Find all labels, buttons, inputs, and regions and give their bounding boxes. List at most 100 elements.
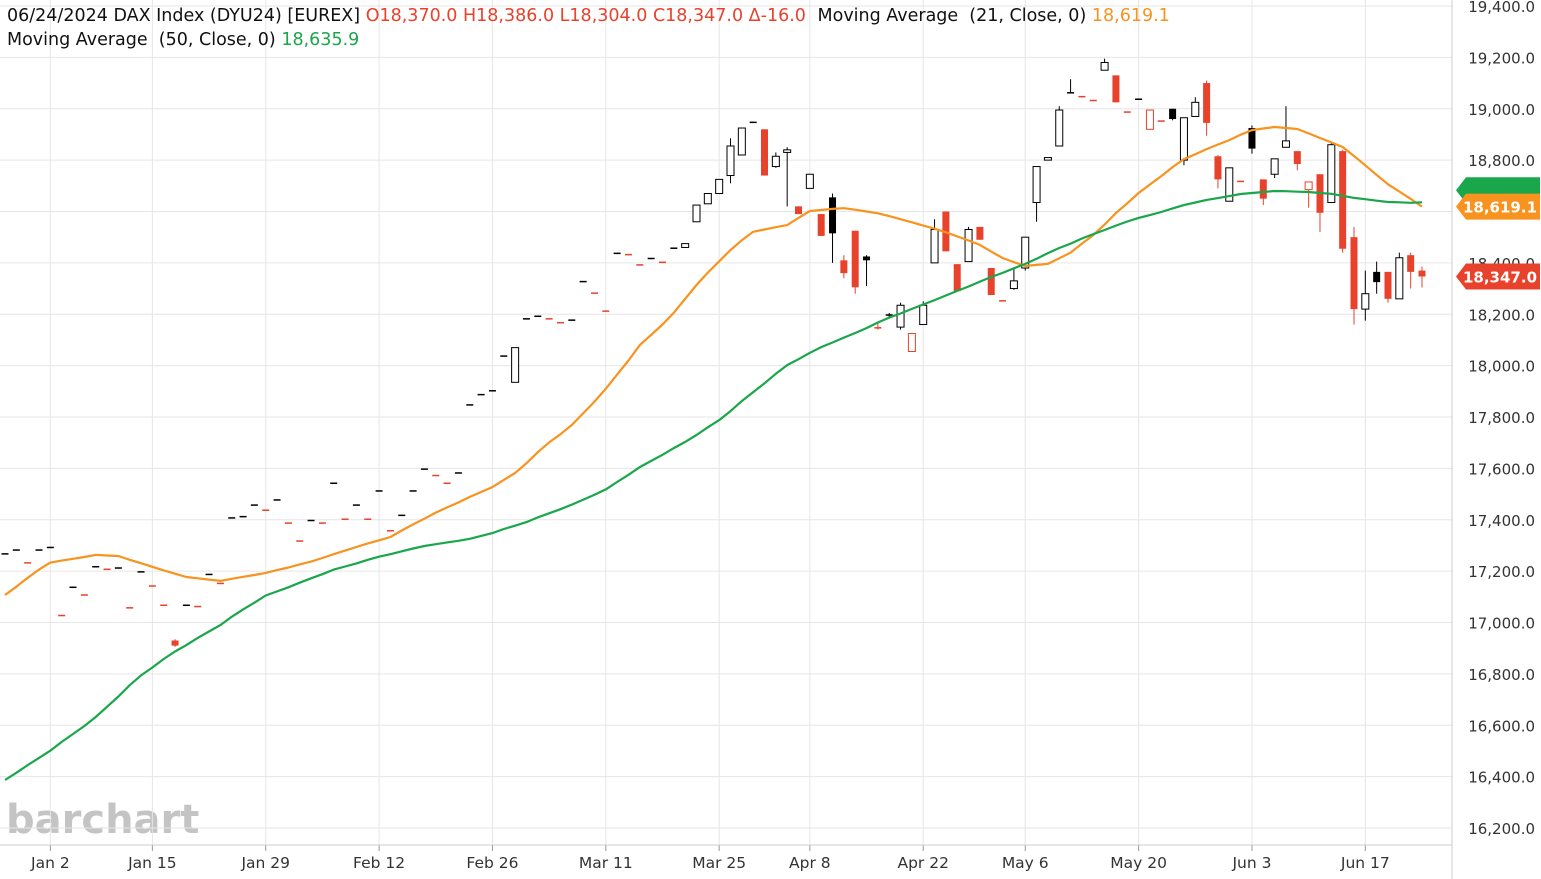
candle-body (1021, 236, 1030, 269)
candle-body (771, 155, 780, 168)
price-tag: 18,347.0 (1456, 263, 1540, 290)
candle-body (624, 253, 632, 256)
candle-body (636, 264, 644, 266)
candle-body (534, 315, 542, 318)
y-tick-label: 17,600.0 (1468, 460, 1535, 478)
candle-body (194, 605, 202, 608)
candle-body (171, 640, 179, 646)
candle-body (1248, 128, 1256, 149)
candle-body (488, 390, 496, 392)
candle-body (783, 149, 792, 153)
candle-body (477, 393, 485, 396)
candle-body (1350, 237, 1358, 310)
candle-body (590, 292, 598, 294)
candle-body (375, 490, 383, 492)
candle-body (239, 515, 247, 518)
candle-body (1067, 92, 1075, 94)
candle-body (795, 206, 803, 215)
candle-body (602, 310, 610, 312)
x-tick-label: Apr 22 (897, 854, 948, 872)
y-tick-label: 17,400.0 (1468, 512, 1535, 530)
candle-body (398, 514, 406, 517)
price-tag-shape (1456, 193, 1540, 220)
candle-body (1089, 99, 1097, 102)
candle-body (1, 553, 9, 555)
candle-body (647, 257, 655, 260)
x-tick-label: Feb 26 (466, 854, 518, 872)
candle-body (1373, 271, 1381, 283)
price-tag-label: 18,347.0 (1463, 268, 1537, 286)
close: C18,347.0 (652, 6, 744, 26)
x-tick-label: Jan 2 (30, 854, 70, 872)
candle-body (1179, 117, 1188, 161)
candle-body (715, 178, 724, 195)
candle-body (1169, 108, 1177, 120)
candle-body (840, 260, 848, 274)
y-tick-label: 17,000.0 (1468, 615, 1535, 633)
low: L18,304.0 (559, 6, 648, 26)
y-tick-label: 17,200.0 (1468, 563, 1535, 581)
candle-body (341, 518, 349, 520)
legend-value: 18,635.9 (281, 30, 360, 50)
candle-body (1009, 280, 1018, 290)
legend: 06/24/2024 DAX Index (DYU24) [EUREX] O18… (7, 4, 1170, 52)
open: O18,370.0 (365, 6, 458, 26)
candle-body (1055, 109, 1064, 147)
candle-body (1078, 95, 1086, 98)
x-tick-label: Jan 29 (240, 854, 290, 872)
y-tick-label: 16,800.0 (1468, 666, 1535, 684)
candle-body (307, 519, 315, 522)
candle-body (692, 204, 701, 223)
candle-body (364, 518, 372, 520)
candle-body (829, 197, 837, 234)
candle-body (1032, 166, 1041, 204)
candle-body (284, 522, 292, 524)
candle-body (1384, 271, 1392, 299)
candle-body (148, 585, 156, 587)
candle-body (466, 404, 474, 406)
high: H18,386.0 (463, 6, 555, 26)
price-tag: 18,619.1 (1456, 193, 1540, 220)
candle-body (545, 318, 553, 320)
y-tick-label: 18,200.0 (1468, 306, 1535, 324)
legend-row: Moving Average (50, Close, 0) 18,635.9 (7, 28, 1170, 52)
candle-body (330, 482, 338, 485)
candle-body (1157, 120, 1165, 122)
candle-body (1304, 181, 1313, 191)
candle-body (500, 355, 508, 357)
candle-body (863, 256, 871, 261)
date: 06/24/2024 (7, 6, 108, 26)
candle-body (1135, 98, 1143, 100)
legend-value: 18,619.1 (1091, 6, 1170, 26)
candle-body (228, 517, 236, 519)
y-tick-label: 19,200.0 (1468, 49, 1535, 67)
candle-body (1237, 180, 1245, 183)
y-tick-label: 19,000.0 (1468, 101, 1535, 119)
candle-body (386, 530, 394, 532)
candle-body (296, 540, 304, 542)
candle-body (126, 607, 134, 609)
candle-body (137, 571, 145, 573)
candle-body (658, 261, 666, 264)
candle-body (1270, 158, 1279, 175)
candle-body (1293, 151, 1301, 164)
candle-body (1225, 167, 1234, 202)
candle-body (874, 327, 882, 329)
ma-line (4, 125, 1423, 596)
price-tag-shape (1456, 263, 1540, 290)
change: Δ-16.0 (748, 6, 806, 26)
candle-body (953, 264, 961, 292)
y-tick-label: 17,800.0 (1468, 409, 1535, 427)
candle-body (851, 230, 859, 288)
candle-body (896, 304, 905, 328)
candle-body (443, 482, 451, 485)
candle-body (454, 472, 462, 474)
x-tick-label: Mar 25 (692, 854, 746, 872)
candle-body (1339, 151, 1347, 249)
price-tag-label: 18,619.1 (1463, 199, 1537, 217)
candle-body (726, 145, 735, 177)
legend-entry: Moving Average (50, Close, 0) (7, 30, 276, 50)
candle-body (420, 468, 428, 470)
